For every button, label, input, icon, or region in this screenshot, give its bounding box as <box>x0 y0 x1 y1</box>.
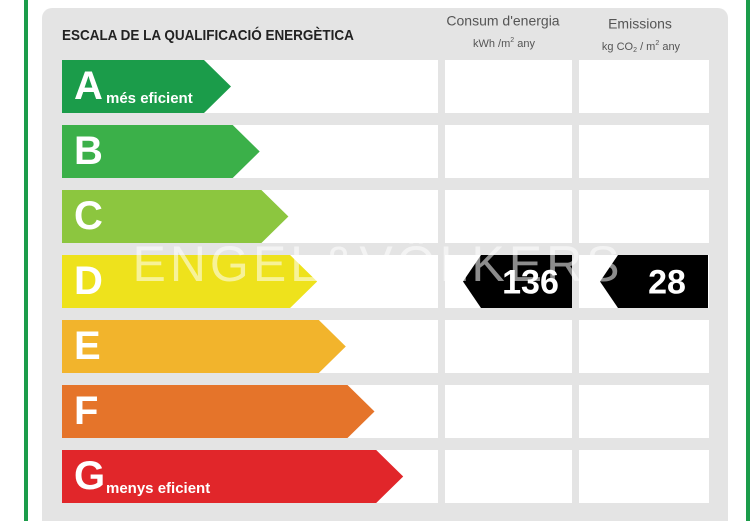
unit-sub: 2 <box>633 47 637 54</box>
rating-arrow <box>62 255 318 308</box>
cell <box>445 385 572 438</box>
rating-letter: F <box>74 389 98 433</box>
value-indicator <box>463 255 572 308</box>
unit-part: any <box>659 41 680 53</box>
consumption-unit: kWh /m2 any <box>473 37 535 50</box>
emissions-unit: kg CO2 / m2 any <box>602 40 681 54</box>
rating-arrow <box>62 385 375 438</box>
border-right <box>746 0 750 521</box>
rating-label: més eficient <box>106 90 193 107</box>
cell <box>579 60 709 113</box>
rating-arrow <box>62 60 231 113</box>
border-left <box>24 0 28 521</box>
rating-arrow <box>62 320 346 373</box>
cell <box>445 320 572 373</box>
rating-label: menys eficient <box>106 480 210 497</box>
cell <box>445 60 572 113</box>
rating-letter: B <box>74 129 103 173</box>
cell <box>579 125 709 178</box>
unit-sup: 2 <box>510 37 514 44</box>
unit-part: / m <box>637 41 655 53</box>
unit-part: kg CO <box>602 41 634 53</box>
rating-arrow <box>62 450 404 503</box>
cell <box>445 450 572 503</box>
cell <box>445 125 572 178</box>
cell <box>445 190 572 243</box>
value-indicator <box>600 255 708 308</box>
cell <box>579 450 709 503</box>
unit-sup: 2 <box>655 40 659 47</box>
rating-letter: D <box>74 259 103 303</box>
title: ESCALA DE LA QUALIFICACIÓ ENERGÈTICA <box>62 25 354 44</box>
rating-arrow <box>62 125 260 178</box>
unit-part: any <box>514 38 535 50</box>
rating-arrow <box>62 190 289 243</box>
unit-part: kWh /m <box>473 38 510 50</box>
consumption-title: Consum d'energia <box>446 13 559 29</box>
rating-letter: C <box>74 194 103 238</box>
rating-letter: G <box>74 454 105 498</box>
cell <box>579 385 709 438</box>
rating-letter: A <box>74 64 103 108</box>
cell <box>579 190 709 243</box>
watermark: ENGEL&VÖLKERS <box>132 236 623 292</box>
value-label: 136 <box>502 263 559 301</box>
rating-letter: E <box>74 324 101 368</box>
cell <box>579 320 709 373</box>
emissions-title: Emissions <box>608 16 672 32</box>
value-label: 28 <box>648 263 686 301</box>
